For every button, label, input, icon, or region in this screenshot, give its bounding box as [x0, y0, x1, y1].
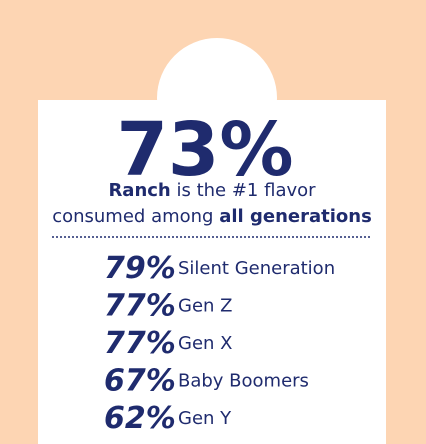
headline-line1: Ranch is the #1 flavor [108, 180, 316, 201]
list-percent: 77% [104, 326, 176, 361]
list-label: Gen Y [178, 408, 232, 429]
list-percent: 62% [104, 401, 176, 436]
list-percent: 67% [104, 364, 176, 399]
list-label: Gen Z [178, 296, 232, 317]
headline-line2: consumed among all generations [52, 206, 372, 227]
headline-text: consumed among [52, 206, 213, 227]
body-shape [38, 100, 386, 444]
headline-bold: all generations [219, 206, 372, 227]
list-label: Gen X [178, 333, 232, 354]
list-label: Silent Generation [178, 258, 335, 279]
headline-text: is the #1 flavor [176, 180, 316, 201]
list-percent: 77% [104, 289, 176, 324]
list-percent: 79% [104, 251, 176, 286]
headline-value: 73% [116, 107, 293, 193]
headline-bold: Ranch [108, 180, 170, 201]
list-label: Baby Boomers [178, 371, 309, 392]
